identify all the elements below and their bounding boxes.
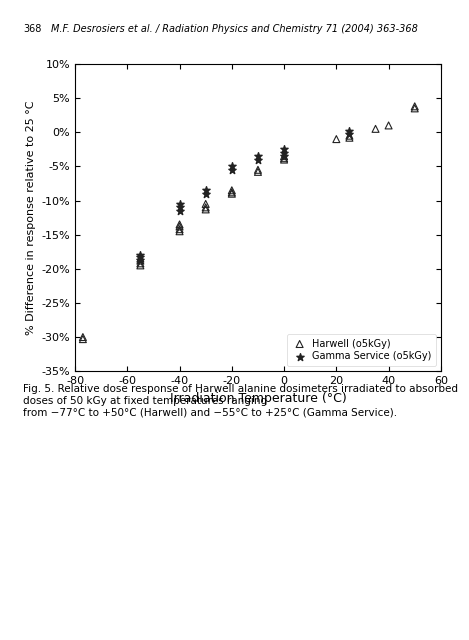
Harwell (o5kGy): [411, 101, 418, 111]
Y-axis label: % Difference in response relative to 25 °C: % Difference in response relative to 25 …: [26, 100, 36, 335]
Harwell (o5kGy): [346, 131, 353, 141]
Gamma Service (o5kGy): [228, 161, 235, 172]
Harwell (o5kGy): [176, 224, 183, 234]
Gamma Service (o5kGy): [176, 199, 183, 209]
Harwell (o5kGy): [333, 134, 340, 144]
Harwell (o5kGy): [228, 185, 235, 195]
Harwell (o5kGy): [79, 334, 87, 344]
Harwell (o5kGy): [280, 151, 288, 161]
Gamma Service (o5kGy): [202, 189, 210, 199]
X-axis label: Irradiation Temperature (°C): Irradiation Temperature (°C): [170, 392, 346, 404]
Gamma Service (o5kGy): [176, 202, 183, 212]
Text: Fig. 5. Relative dose response of Harwell alanine dosimeters irradiated to absor: Fig. 5. Relative dose response of Harwel…: [23, 384, 459, 417]
Harwell (o5kGy): [254, 167, 262, 177]
Text: M.F. Desrosiers et al. / Radiation Physics and Chemistry 71 (2004) 363-368: M.F. Desrosiers et al. / Radiation Physi…: [51, 24, 418, 35]
Harwell (o5kGy): [280, 153, 288, 163]
Legend: Harwell (o5kGy), Gamma Service (o5kGy): Harwell (o5kGy), Gamma Service (o5kGy): [287, 333, 436, 366]
Harwell (o5kGy): [136, 260, 144, 271]
Gamma Service (o5kGy): [202, 185, 210, 195]
Gamma Service (o5kGy): [136, 252, 144, 262]
Gamma Service (o5kGy): [346, 126, 353, 136]
Text: 368: 368: [23, 24, 42, 35]
Harwell (o5kGy): [79, 332, 87, 342]
Harwell (o5kGy): [228, 189, 235, 199]
Harwell (o5kGy): [254, 164, 262, 175]
Gamma Service (o5kGy): [254, 154, 262, 164]
Harwell (o5kGy): [176, 226, 183, 236]
Harwell (o5kGy): [280, 154, 288, 164]
Gamma Service (o5kGy): [176, 205, 183, 216]
Gamma Service (o5kGy): [280, 151, 288, 161]
Gamma Service (o5kGy): [136, 250, 144, 260]
Harwell (o5kGy): [346, 132, 353, 143]
Harwell (o5kGy): [372, 124, 379, 134]
Harwell (o5kGy): [202, 204, 210, 214]
Gamma Service (o5kGy): [346, 129, 353, 140]
Gamma Service (o5kGy): [254, 151, 262, 161]
Gamma Service (o5kGy): [136, 255, 144, 265]
Gamma Service (o5kGy): [228, 164, 235, 175]
Gamma Service (o5kGy): [280, 148, 288, 158]
Harwell (o5kGy): [411, 103, 418, 113]
Harwell (o5kGy): [385, 120, 393, 131]
Harwell (o5kGy): [176, 221, 183, 232]
Gamma Service (o5kGy): [280, 144, 288, 154]
Harwell (o5kGy): [176, 220, 183, 230]
Harwell (o5kGy): [228, 188, 235, 198]
Harwell (o5kGy): [136, 255, 144, 266]
Harwell (o5kGy): [136, 253, 144, 264]
Harwell (o5kGy): [202, 202, 210, 212]
Harwell (o5kGy): [136, 258, 144, 268]
Harwell (o5kGy): [202, 199, 210, 209]
